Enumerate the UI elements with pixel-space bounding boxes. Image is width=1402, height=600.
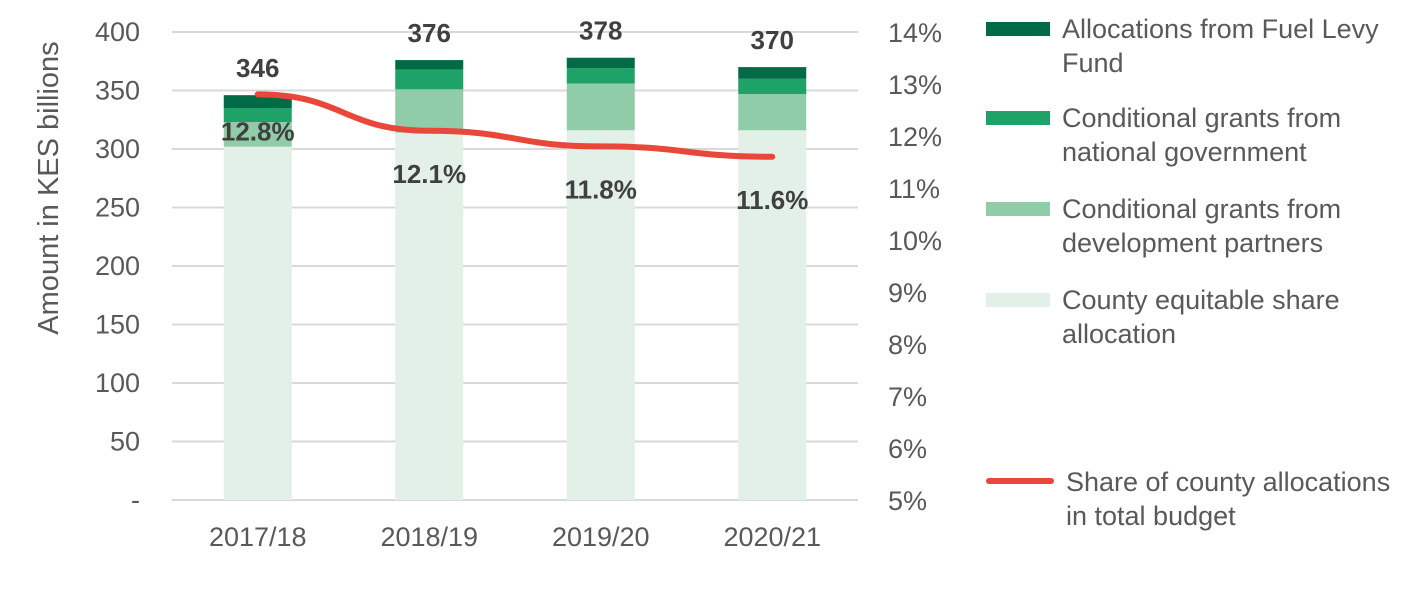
y-tick-label: 350 xyxy=(95,76,140,106)
bar-segment xyxy=(738,78,807,95)
y-tick-label: 50 xyxy=(110,427,140,457)
legend-label-national-grants: Conditional grants from national governm… xyxy=(1062,103,1342,167)
x-tick-label: 2018/19 xyxy=(380,522,478,552)
bar-segment xyxy=(566,83,635,131)
y2-tick-label: 8% xyxy=(888,330,927,360)
y2-tick-label: 13% xyxy=(888,70,942,100)
share-line-label: 12.1% xyxy=(392,159,466,189)
bar-segment xyxy=(223,108,292,123)
y-tick-label: 250 xyxy=(95,193,140,223)
x-tick-label: 2020/21 xyxy=(723,522,821,552)
x-tick-label: 2017/18 xyxy=(209,522,307,552)
legend-item-fuel-levy: Allocations from Fuel Levy Fund xyxy=(986,12,1392,80)
y-tick-label: 300 xyxy=(95,134,140,164)
legend-item-share-line: Share of county allocations in total bud… xyxy=(986,465,1396,533)
bar-total-label: 370 xyxy=(751,25,794,55)
y-tick-label: 400 xyxy=(95,17,140,47)
x-tick-label: 2019/20 xyxy=(552,522,650,552)
y-tick-label: 100 xyxy=(95,368,140,398)
legend-label-fuel-levy: Allocations from Fuel Levy Fund xyxy=(1062,14,1379,78)
share-line-label: 11.6% xyxy=(736,185,808,215)
legend-label-share-line: Share of county allocations in total bud… xyxy=(1066,467,1391,531)
axes: - 50 100 150 200 250 300 350 400 5% 6% 7% 8% 9% 10% 11%… xyxy=(95,17,942,552)
legend: Allocations from Fuel Levy Fund Conditio… xyxy=(986,0,1402,600)
bar-segment xyxy=(566,68,635,84)
share-line-path xyxy=(254,91,776,160)
y2-tick-label: 10% xyxy=(888,226,942,256)
y-tick-label: - xyxy=(131,485,140,515)
bar-total-label: 346 xyxy=(236,53,279,83)
legend-swatch-share-line xyxy=(986,478,1054,484)
legend-swatch-national-grants xyxy=(986,111,1050,125)
legend-swatch-development-partners xyxy=(986,202,1050,216)
bar-segment xyxy=(395,60,464,70)
bar-segment xyxy=(738,94,807,131)
legend-item-national-grants: Conditional grants from national governm… xyxy=(986,101,1392,169)
bar-segment xyxy=(566,130,635,500)
bar-segment xyxy=(223,95,292,109)
legend-label-equitable-share: County equitable share allocation xyxy=(1062,285,1340,349)
y-tick-label: 200 xyxy=(95,251,140,281)
legend-swatch-equitable-share xyxy=(986,293,1050,307)
bar-segment xyxy=(395,132,464,500)
bar-segment xyxy=(223,122,292,147)
bar-segment xyxy=(738,130,807,500)
legend-label-development-partners: Conditional grants from development part… xyxy=(1062,194,1342,258)
y-tick-label: 150 xyxy=(95,310,140,340)
y2-tick-label: 14% xyxy=(888,18,942,48)
bar-total-label: 376 xyxy=(408,18,451,48)
bars xyxy=(223,57,807,500)
bar-segment xyxy=(223,146,292,500)
bar-segment xyxy=(566,57,635,69)
y2-tick-label: 12% xyxy=(888,122,942,152)
bar-segment xyxy=(395,69,464,90)
y-axis-title: Amount in KES billions xyxy=(33,41,65,334)
legend-swatch-fuel-levy xyxy=(986,22,1050,36)
bar-total-label: 378 xyxy=(579,16,622,46)
y2-tick-label: 6% xyxy=(888,434,927,464)
share-line-label: 12.8% xyxy=(221,116,295,146)
y2-tick-label: 9% xyxy=(888,278,927,308)
y2-tick-label: 11% xyxy=(888,174,940,204)
chart-canvas: 346 376 378 370 12.8% 12.1% 11.8% 11.6% - 50 100 1… xyxy=(33,16,942,552)
data-labels: 346 376 378 370 12.8% 12.1% 11.8% 11.6% xyxy=(221,16,809,215)
share-line xyxy=(254,91,776,160)
y2-tick-label: 7% xyxy=(888,382,927,412)
share-line-label: 11.8% xyxy=(565,174,637,204)
legend-item-equitable-share: County equitable share allocation xyxy=(986,283,1392,351)
legend-item-development-partners: Conditional grants from development part… xyxy=(986,192,1392,260)
y2-tick-label: 5% xyxy=(888,486,927,516)
bar-segment xyxy=(738,67,807,79)
bar-segment xyxy=(395,89,464,133)
